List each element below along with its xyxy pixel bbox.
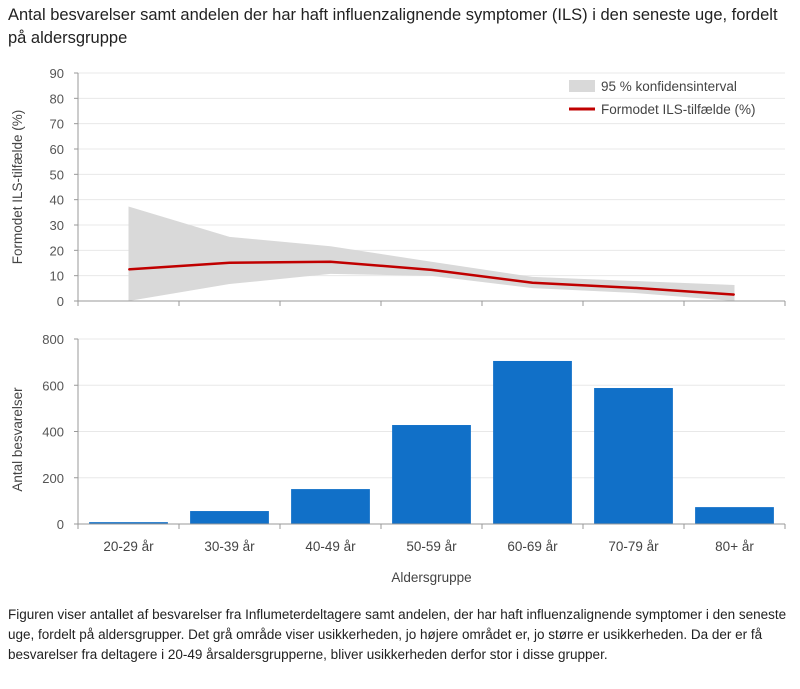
bar: [594, 388, 673, 524]
bar: [493, 360, 572, 524]
y-tick-label: 60: [50, 142, 64, 157]
ils-point: [229, 262, 230, 264]
ils-point: [734, 294, 735, 296]
y-tick-label: 200: [42, 471, 64, 486]
x-tick-label: 30-39 år: [204, 539, 255, 554]
x-tick-label: 70-79 år: [608, 539, 659, 554]
legend-ci-label: 95 % konfidensinterval: [601, 79, 737, 94]
y-tick-label: 0: [57, 294, 64, 309]
bar: [392, 425, 471, 524]
ils-point: [330, 261, 331, 263]
y-tick-label: 10: [50, 269, 64, 284]
chart-caption: Figuren viser antallet af besvarelser fr…: [8, 607, 787, 662]
y-tick-label: 20: [50, 243, 64, 258]
y-axis-label: Formodet ILS-tilfælde (%): [10, 110, 25, 265]
bar: [190, 511, 269, 524]
x-tick-label: 40-49 år: [305, 539, 356, 554]
y-tick-label: 30: [50, 218, 64, 233]
y-tick-label: 400: [42, 425, 64, 440]
y-tick-label: 70: [50, 117, 64, 132]
ils-point: [431, 269, 432, 271]
confidence-band: [128, 206, 735, 301]
x-tick-label: 60-69 år: [507, 539, 558, 554]
y-tick-label: 90: [50, 66, 64, 81]
ils-point: [128, 268, 129, 270]
y-tick-label: 40: [50, 193, 64, 208]
chart-svg: 0 10 20 30 40 50 60 70 80 90 Formodet ILS-tilfælde…: [10, 66, 786, 585]
y-tick-label: 50: [50, 167, 64, 182]
bar: [291, 489, 370, 524]
x-axis-label: Aldersgruppe: [391, 570, 471, 585]
legend-ci-swatch: [569, 80, 595, 92]
bar: [89, 522, 168, 524]
y-tick-label: 80: [50, 91, 64, 106]
x-tick-label: 20-29 år: [103, 539, 154, 554]
legend-line-label: Formodet ILS-tilfælde (%): [601, 102, 756, 117]
y-axis-label: Antal besvarelser: [10, 387, 25, 492]
y-tick-label: 600: [42, 378, 64, 393]
ils-point: [532, 282, 533, 284]
ils-point: [633, 287, 634, 289]
y-tick-label: 0: [57, 517, 64, 532]
bar: [695, 507, 774, 524]
x-tick-label: 50-59 år: [406, 539, 457, 554]
y-tick-label: 800: [42, 332, 64, 347]
chart-title: Antal besvarelser samt andelen der har h…: [8, 6, 778, 47]
x-tick-label: 80+ år: [715, 539, 754, 554]
